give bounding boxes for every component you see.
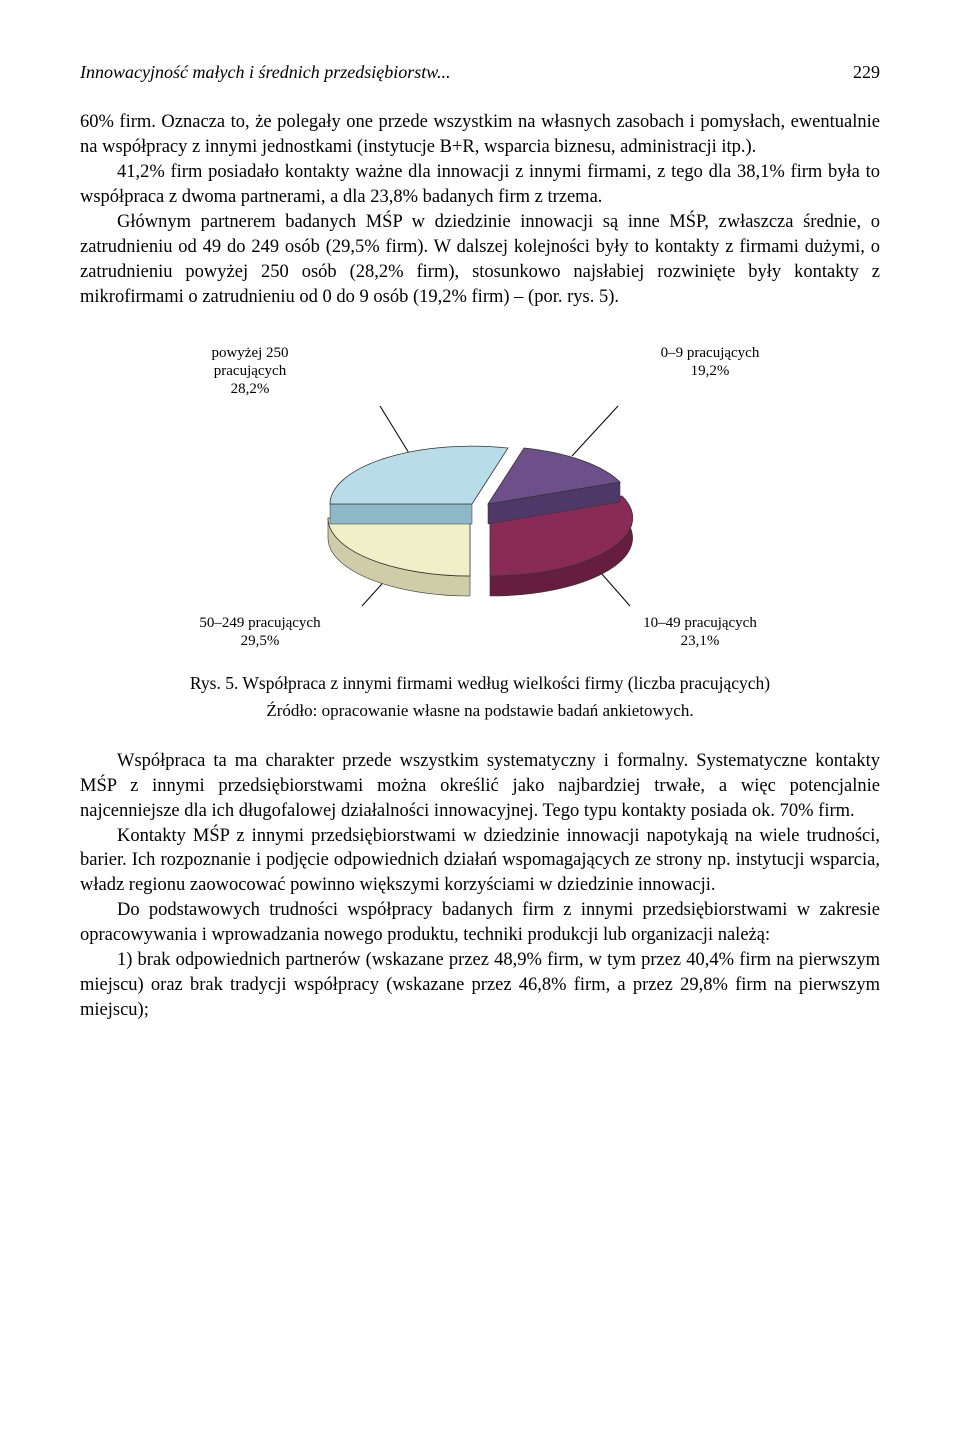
pie-side [330, 504, 472, 524]
paragraph-6: Do podstawowych trudności współpracy bad… [80, 898, 880, 948]
label-text: 0–9 pracujących [661, 345, 760, 361]
pie-chart-figure: powyżej 250 pracujących 28,2% 0–9 pracuj… [160, 344, 800, 650]
label-bottom-left: 50–249 pracujących 29,5% [160, 614, 360, 650]
label-pct: 23,1% [681, 633, 720, 649]
pie-chart-svg [220, 400, 740, 610]
label-pct: 19,2% [691, 363, 730, 379]
chart-labels-bottom: 50–249 pracujących 29,5% 10–49 pracujący… [160, 614, 800, 650]
paragraph-7: 1) brak odpowiednich partnerów (wskazane… [80, 948, 880, 1023]
label-pct: 29,5% [241, 633, 280, 649]
label-pct: 28,2% [231, 381, 270, 397]
label-text: powyżej 250 [211, 345, 288, 361]
leader-line [380, 406, 412, 458]
label-text: pracujących [214, 363, 286, 379]
label-top-left: powyżej 250 pracujących 28,2% [160, 344, 340, 398]
pie-slice-top-left [330, 446, 508, 504]
page-number: 229 [853, 60, 880, 84]
running-title: Innowacyjność małych i średnich przedsię… [80, 60, 450, 84]
paragraph-5: Kontakty MŚP z innymi przedsiębiorstwami… [80, 824, 880, 899]
figure-caption: Rys. 5. Współpraca z innymi firmami wedł… [80, 672, 880, 696]
figure-source: Źródło: opracowanie własne na podstawie … [80, 700, 880, 723]
label-top-right: 0–9 pracujących 19,2% [620, 344, 800, 398]
label-bottom-right: 10–49 pracujących 23,1% [600, 614, 800, 650]
label-text: 50–249 pracujących [199, 615, 320, 631]
chart-labels-top: powyżej 250 pracujących 28,2% 0–9 pracuj… [160, 344, 800, 398]
paragraph-1: 60% firm. Oznacza to, że polegały one pr… [80, 110, 880, 160]
leader-line [572, 406, 618, 456]
paragraph-4: Współpraca ta ma charakter przede wszyst… [80, 749, 880, 824]
paragraph-3: Głównym partnerem badanych MŚP w dziedzi… [80, 210, 880, 310]
running-header: Innowacyjność małych i średnich przedsię… [80, 60, 880, 84]
paragraph-2: 41,2% firm posiadało kontakty ważne dla … [80, 160, 880, 210]
label-text: 10–49 pracujących [643, 615, 757, 631]
